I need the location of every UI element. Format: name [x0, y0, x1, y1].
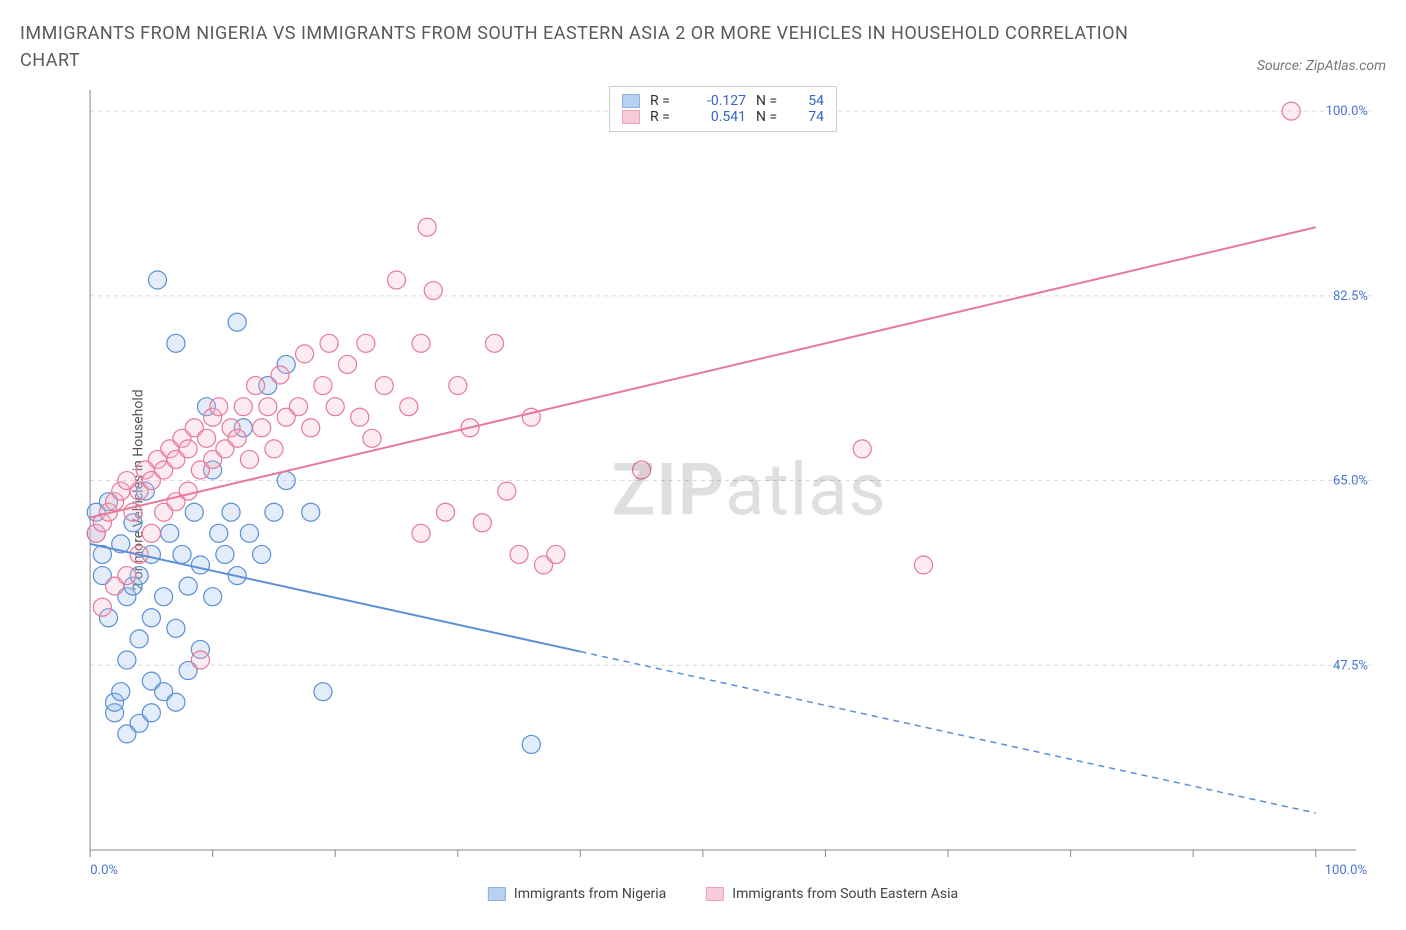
- swatch-series-b: [622, 110, 640, 124]
- scatter-plot-svg: 47.5% 65.0% 82.5% 100.0% 0.0% 100.0%: [70, 80, 1376, 900]
- source-attribution: Source: ZipAtlas.com: [1257, 58, 1386, 74]
- legend-item-a: Immigrants from Nigeria: [488, 886, 666, 902]
- svg-text:65.0%: 65.0%: [1333, 474, 1368, 489]
- chart-title: IMMIGRANTS FROM NIGERIA VS IMMIGRANTS FR…: [20, 20, 1140, 74]
- r-label: R =: [650, 93, 678, 109]
- svg-text:0.0%: 0.0%: [90, 863, 118, 878]
- swatch-series-b: [706, 887, 724, 901]
- stats-legend: R = -0.127 N = 54 R = 0.541 N = 74: [609, 86, 837, 132]
- swatch-series-a: [622, 94, 640, 108]
- n-value-b: 74: [794, 109, 824, 125]
- n-value-a: 54: [794, 93, 824, 109]
- n-label: N =: [756, 93, 784, 109]
- series-legend: Immigrants from Nigeria Immigrants from …: [488, 886, 958, 902]
- plot-area: 2 or more Vehicles in Household 47.5%65.…: [70, 80, 1376, 900]
- svg-text:100.0%: 100.0%: [1325, 863, 1367, 878]
- legend-label-b: Immigrants from South Eastern Asia: [732, 886, 958, 902]
- svg-text:100.0%: 100.0%: [1326, 104, 1368, 119]
- n-label: N =: [756, 109, 784, 125]
- legend-item-b: Immigrants from South Eastern Asia: [706, 886, 958, 902]
- svg-text:47.5%: 47.5%: [1333, 658, 1368, 673]
- correlation-chart: IMMIGRANTS FROM NIGERIA VS IMMIGRANTS FR…: [20, 20, 1386, 900]
- stats-row-b: R = 0.541 N = 74: [622, 109, 824, 125]
- r-value-a: -0.127: [688, 93, 746, 109]
- stats-row-a: R = -0.127 N = 54: [622, 93, 824, 109]
- legend-label-a: Immigrants from Nigeria: [514, 886, 666, 902]
- r-value-b: 0.541: [688, 109, 746, 125]
- header-row: IMMIGRANTS FROM NIGERIA VS IMMIGRANTS FR…: [20, 20, 1386, 74]
- swatch-series-a: [488, 887, 506, 901]
- svg-text:82.5%: 82.5%: [1333, 289, 1368, 304]
- r-label: R =: [650, 109, 678, 125]
